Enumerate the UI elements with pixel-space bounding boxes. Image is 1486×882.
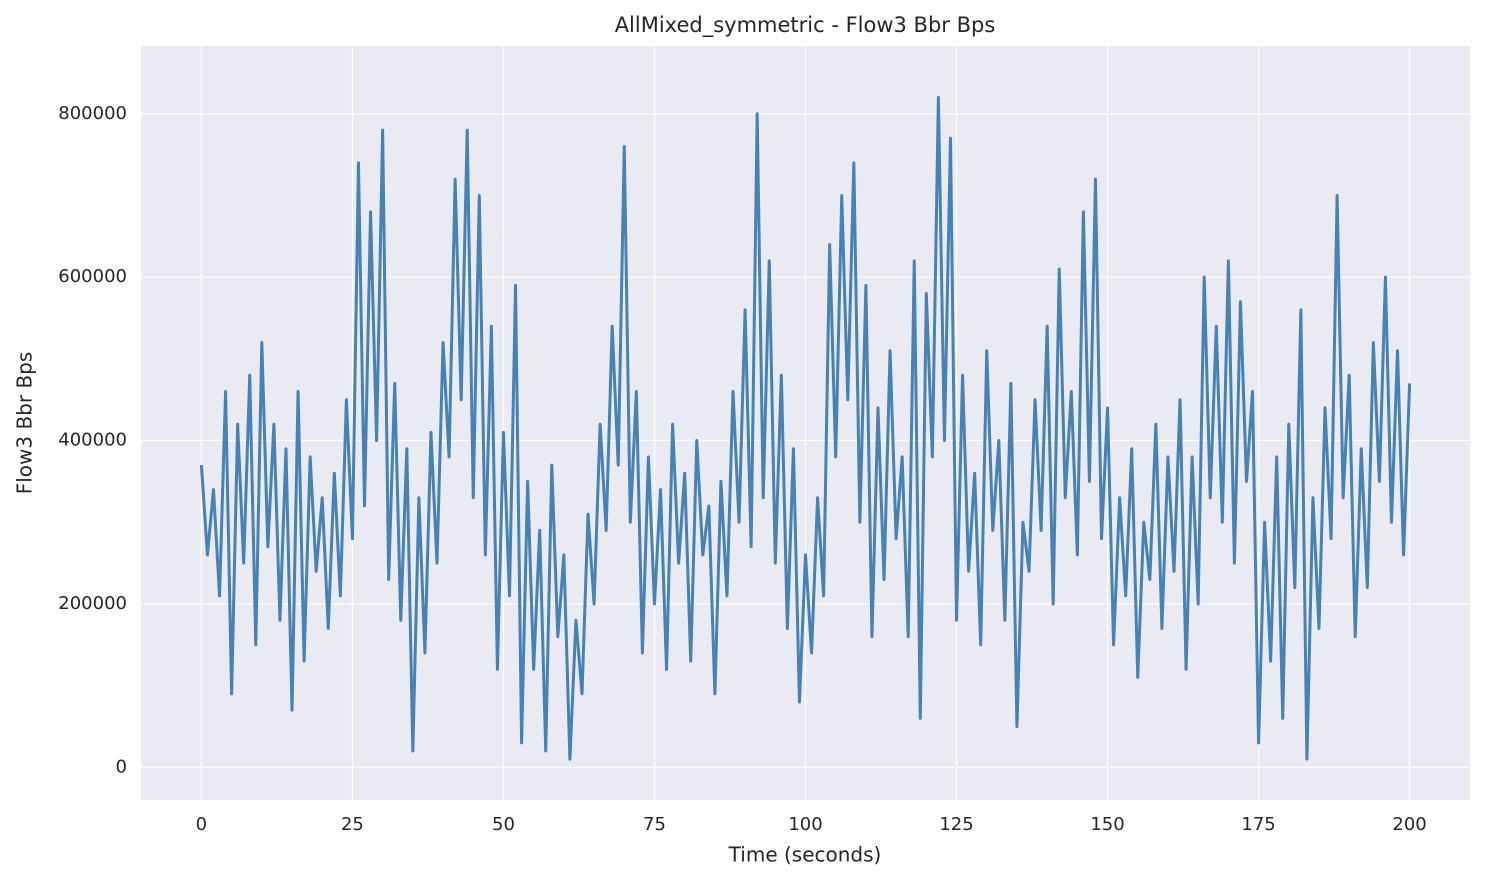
x-tick-label: 125 — [939, 814, 973, 835]
y-tick-label: 600000 — [58, 266, 127, 287]
x-tick-label: 100 — [788, 814, 822, 835]
x-tick-label: 50 — [492, 814, 515, 835]
y-tick-label: 800000 — [58, 103, 127, 124]
y-tick-label: 200000 — [58, 593, 127, 614]
x-tick-label: 75 — [643, 814, 666, 835]
data-line — [199, 95, 1412, 761]
y-tick-label: 0 — [116, 756, 127, 777]
x-tick-label: 200 — [1392, 814, 1426, 835]
y-axis-label: Flow3 Bbr Bps — [13, 352, 37, 495]
x-tick-label: 150 — [1090, 814, 1124, 835]
chart-title: AllMixed_symmetric - Flow3 Bbr Bps — [615, 13, 996, 38]
x-tick-label: 0 — [196, 814, 207, 835]
x-tick-label: 25 — [341, 814, 364, 835]
x-axis-label: Time (seconds) — [728, 843, 882, 867]
y-tick-label: 400000 — [58, 430, 127, 451]
x-tick-label: 175 — [1241, 814, 1275, 835]
